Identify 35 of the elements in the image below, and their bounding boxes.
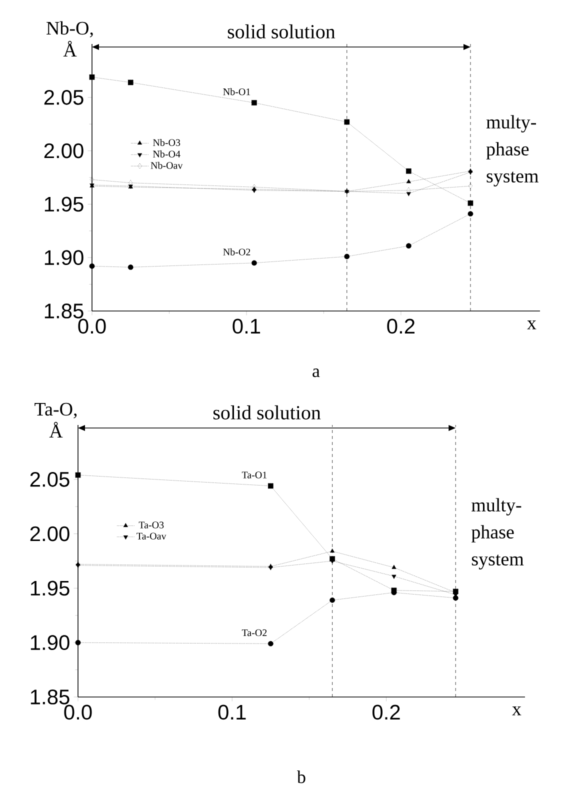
x-axis-title: x [512,706,522,716]
y-tick-label: 1.85 [30,690,70,704]
y-tick-label: 2.00 [30,526,70,542]
legend-label: Ta-Oav [136,532,166,540]
legend-label: Ta-O3 [138,522,164,528]
annotation: multy-phase system [471,498,524,570]
y-tick-label: 1.90 [44,250,84,266]
legend-label: Nb-Oav [150,162,183,169]
x-tick-label: 0.2 [372,704,400,720]
y-tick-label: 1.95 [30,580,70,596]
x-tick-label: 0.2 [387,318,414,334]
y-tick-label: 2.00 [44,143,84,158]
text: a [312,368,320,378]
x-tick-label: 0.1 [218,704,246,720]
text: solid solution [228,24,336,38]
annotation: multy-phase system [486,115,538,186]
series-label: Ta-O2 [242,629,267,636]
x-tick-label: 0.0 [64,704,92,720]
y-tick-label: 2.05 [44,90,84,105]
legend-label: Nb-O4 [153,150,180,158]
y-tick-label: 2.05 [30,472,70,487]
y-axis-title: Nb-O, Å [46,21,93,56]
series-label: Ta-O1 [242,472,267,478]
x-axis-title: x [527,320,536,330]
y-axis-title: Ta-O, Å [34,402,77,438]
x-tick-label: 0.0 [78,318,106,334]
y-tick-label: 1.90 [30,635,70,650]
x-tick-label: 0.1 [232,318,260,334]
text: b [296,770,306,784]
legend-label: Nb-O3 [153,138,180,146]
text: solid solution [213,405,321,420]
series-label: Nb-O2 [223,248,250,256]
series-label: Nb-O1 [223,88,250,96]
y-tick-label: 1.95 [44,196,84,212]
y-tick-label: 1.85 [44,304,84,318]
